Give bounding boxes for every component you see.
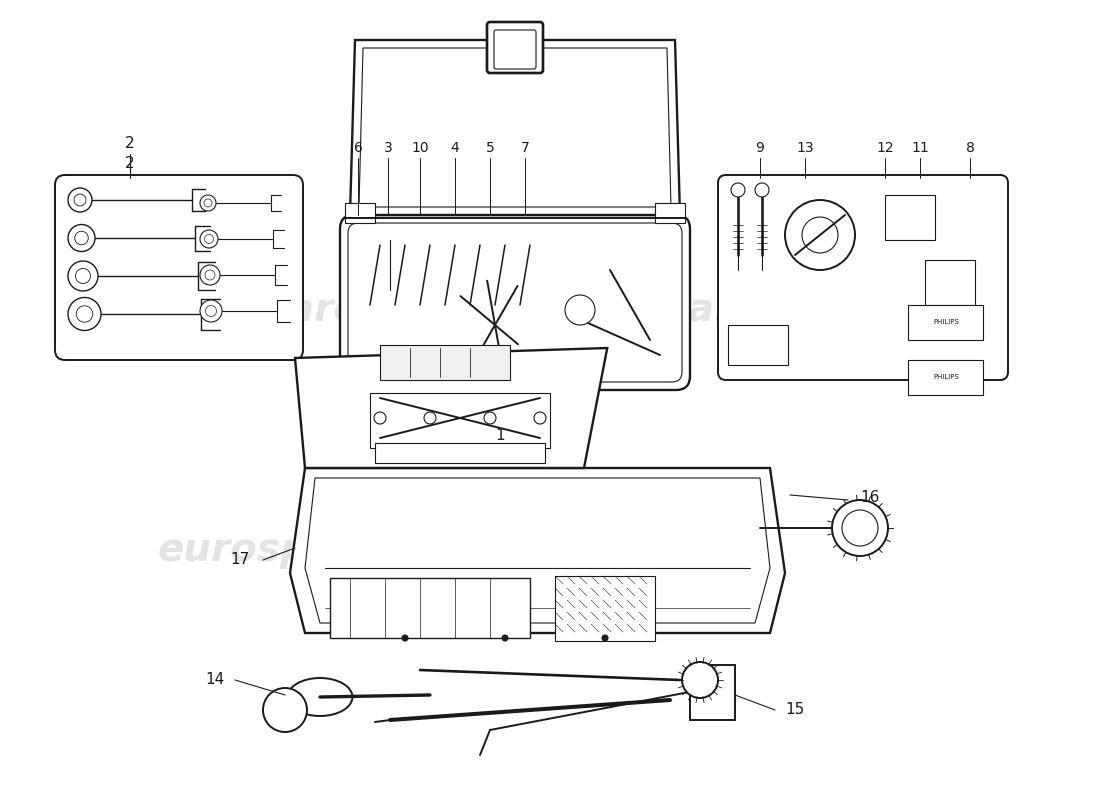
Text: 13: 13 xyxy=(796,141,814,155)
Polygon shape xyxy=(290,468,785,633)
Text: 9: 9 xyxy=(756,141,764,155)
Bar xyxy=(908,360,983,395)
FancyBboxPatch shape xyxy=(55,175,302,360)
Bar xyxy=(370,393,550,448)
Circle shape xyxy=(565,295,595,325)
Circle shape xyxy=(76,306,92,322)
Circle shape xyxy=(755,183,769,197)
Circle shape xyxy=(205,270,214,280)
Text: 12: 12 xyxy=(877,141,894,155)
Circle shape xyxy=(74,194,86,206)
Ellipse shape xyxy=(287,678,352,716)
Text: 8: 8 xyxy=(966,141,975,155)
Circle shape xyxy=(732,183,745,197)
Text: 2: 2 xyxy=(125,137,135,151)
Text: 16: 16 xyxy=(860,490,880,506)
Circle shape xyxy=(200,195,216,211)
Circle shape xyxy=(200,230,218,248)
Bar xyxy=(556,576,654,641)
Polygon shape xyxy=(350,40,680,215)
Bar xyxy=(690,665,735,720)
Text: eurospares: eurospares xyxy=(138,291,383,329)
Circle shape xyxy=(374,412,386,424)
Circle shape xyxy=(263,688,307,732)
Text: 4: 4 xyxy=(451,141,460,155)
Text: eurospares: eurospares xyxy=(157,531,403,569)
Bar xyxy=(925,260,975,305)
Text: PHILIPS: PHILIPS xyxy=(933,319,959,325)
Polygon shape xyxy=(295,348,607,468)
Text: eurospares: eurospares xyxy=(537,531,783,569)
Circle shape xyxy=(602,635,608,641)
Text: 10: 10 xyxy=(411,141,429,155)
Circle shape xyxy=(68,225,95,251)
Circle shape xyxy=(832,500,888,556)
Text: 15: 15 xyxy=(785,702,804,718)
Text: 2: 2 xyxy=(125,155,135,170)
Bar xyxy=(345,203,375,223)
FancyBboxPatch shape xyxy=(487,22,543,73)
Bar xyxy=(379,345,510,380)
Circle shape xyxy=(802,217,838,253)
Bar xyxy=(330,578,530,638)
Circle shape xyxy=(68,298,101,330)
Text: 5: 5 xyxy=(485,141,494,155)
Text: PHILIPS: PHILIPS xyxy=(933,374,959,380)
Text: 7: 7 xyxy=(520,141,529,155)
Circle shape xyxy=(484,412,496,424)
Circle shape xyxy=(75,231,88,245)
FancyBboxPatch shape xyxy=(340,215,690,390)
Circle shape xyxy=(502,635,508,641)
Circle shape xyxy=(842,510,878,546)
Circle shape xyxy=(68,188,92,212)
FancyBboxPatch shape xyxy=(494,30,536,69)
Bar xyxy=(908,305,983,340)
Text: 1: 1 xyxy=(495,427,505,442)
Circle shape xyxy=(424,412,436,424)
Circle shape xyxy=(200,300,222,322)
Circle shape xyxy=(204,199,212,207)
FancyBboxPatch shape xyxy=(718,175,1008,380)
Circle shape xyxy=(785,200,855,270)
Circle shape xyxy=(68,261,98,291)
Text: eurospares: eurospares xyxy=(537,291,783,329)
Bar xyxy=(728,325,788,365)
FancyBboxPatch shape xyxy=(348,223,682,382)
Bar xyxy=(375,443,544,463)
Circle shape xyxy=(402,635,408,641)
Circle shape xyxy=(534,412,546,424)
Circle shape xyxy=(206,306,217,317)
Polygon shape xyxy=(359,48,671,207)
Bar xyxy=(886,195,935,240)
Text: 17: 17 xyxy=(230,553,250,567)
Circle shape xyxy=(200,265,220,285)
Polygon shape xyxy=(305,478,770,623)
Text: 11: 11 xyxy=(911,141,928,155)
Circle shape xyxy=(682,662,718,698)
Text: 14: 14 xyxy=(206,673,224,687)
Text: 3: 3 xyxy=(384,141,393,155)
Text: 6: 6 xyxy=(353,141,362,155)
Circle shape xyxy=(76,269,90,283)
Bar xyxy=(654,203,685,223)
Circle shape xyxy=(205,234,213,243)
